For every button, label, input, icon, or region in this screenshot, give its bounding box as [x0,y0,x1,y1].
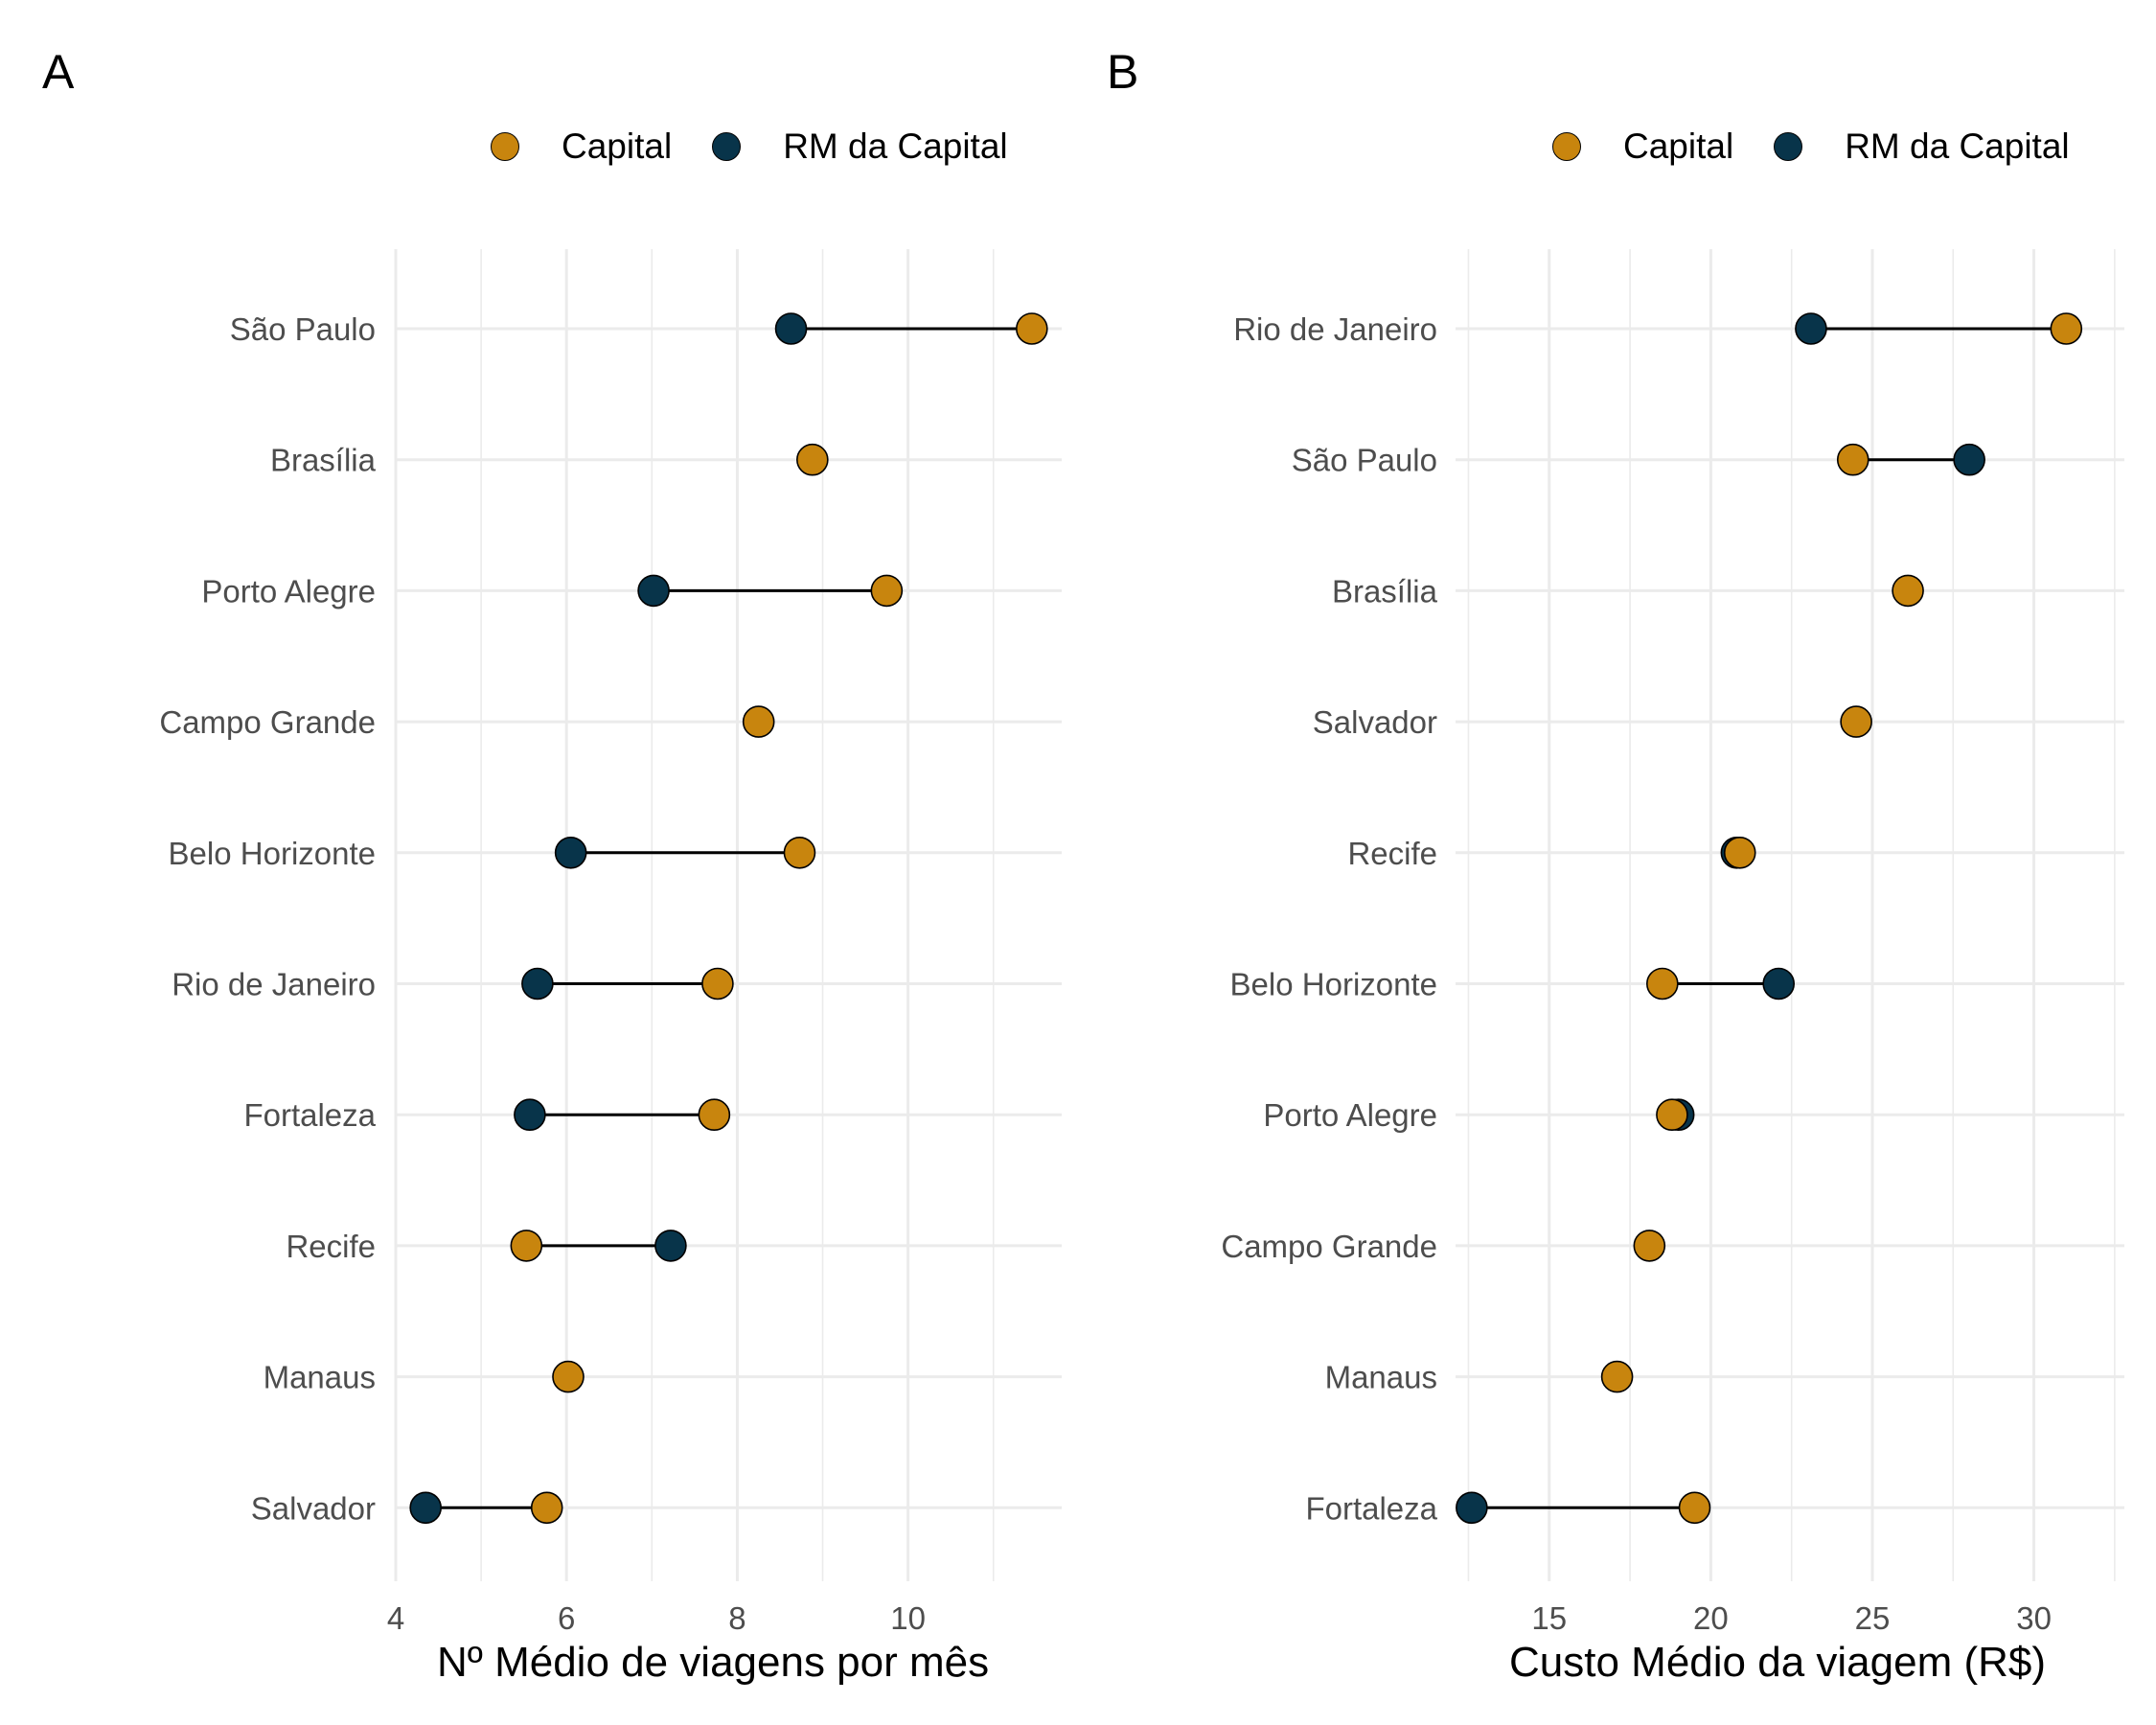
data-point [1646,967,1679,1000]
legend-capital-label: Capital [1623,126,1734,166]
data-point [783,836,816,869]
gridlines [394,249,1062,1581]
data-point [774,312,808,345]
data-point [554,836,587,869]
data-point [1795,312,1827,345]
y-tick-label: Salvador [251,1490,376,1526]
plot-area: 4 6 8 10 São Paulo Brasília Porto Alegre Campo … [159,249,1062,1636]
panel-label: B [1107,45,1139,99]
data-point [1633,1230,1666,1262]
y-tick-label: Campo Grande [1221,1229,1437,1264]
data-point [2050,312,2083,345]
y-tick-label: Salvador [1313,704,1437,740]
y-tick-label: São Paulo [230,311,376,347]
x-tick-label: 6 [558,1600,575,1636]
legend-rm-swatch [1774,132,1803,161]
y-tick-label: Manaus [1325,1360,1437,1395]
panel-b: B Capital RM da Capital 15 20 25 30 Rio de J… [1078,0,2156,1725]
y-tick-label: Rio de Janeiro [1233,311,1437,347]
x-tick-label: 8 [728,1600,745,1636]
data-point [1600,1360,1634,1393]
x-tick-label: 4 [387,1600,404,1636]
data-point [654,1230,687,1262]
legend-capital-swatch [1552,132,1581,161]
data-point [409,1491,442,1525]
legend-rm-swatch [712,132,742,161]
y-tick-label: Manaus [264,1360,376,1395]
y-tick-label: Brasília [1332,573,1438,609]
x-tick-label: 15 [1531,1600,1567,1636]
y-tick-label: Porto Alegre [1263,1097,1437,1133]
legend-item-rm: RM da Capital [1774,126,2070,167]
panel-a: A Capital RM da Capital 4 6 8 10 São Paulo Br… [42,45,1062,1686]
data-point [701,967,734,1000]
legend-capital-label: Capital [562,126,673,166]
data-point [796,443,829,476]
data-point [1836,443,1869,476]
y-tick-label: Fortaleza [243,1097,376,1133]
data-point [637,574,670,608]
panel-label: A [42,45,75,99]
data-point [1840,705,1872,738]
y-tick-label: Campo Grande [159,704,376,740]
x-tick-label: 25 [1855,1600,1891,1636]
y-tick-label: São Paulo [1292,443,1437,478]
data-point [1016,312,1048,345]
y-tick-label: Rio de Janeiro [172,967,376,1002]
data-point [1953,443,1985,476]
x-axis-title: Custo Médio da viagem (R$) [1509,1639,2047,1686]
y-tick-label: Fortaleza [1305,1490,1437,1526]
legend-capital-swatch [491,132,519,161]
data-point [698,1098,731,1131]
legend-item-capital: Capital [491,126,672,167]
x-tick-label: 20 [1693,1600,1729,1636]
legend-item-capital: Capital [1552,126,1733,167]
data-point [742,705,775,738]
legend-rm-label: RM da Capital [783,126,1008,166]
gridlines [1456,249,2124,1581]
data-point [1723,836,1756,869]
y-tick-label: Recife [286,1229,376,1264]
y-tick-label: Belo Horizonte [169,836,376,871]
data-point [552,1360,585,1393]
data-point [1892,574,1924,608]
data-point [870,574,904,608]
data-point [530,1491,563,1525]
y-tick-label: Brasília [270,443,377,478]
x-tick-label: 10 [890,1600,926,1636]
y-tick-label: Porto Alegre [201,573,376,609]
plot-area: 15 20 25 30 Rio de Janeiro São Paulo Brasília S… [1221,249,2124,1636]
y-tick-label: Belo Horizonte [1230,967,1437,1002]
data-point [521,967,554,1000]
x-tick-label: 30 [2016,1600,2052,1636]
legend: Capital RM da Capital [491,126,1048,167]
legend: Capital RM da Capital [1552,126,2110,167]
x-axis-title: Nº Médio de viagens por mês [437,1639,990,1686]
data-point [1678,1491,1711,1525]
legend-item-rm: RM da Capital [712,126,1008,167]
data-point [510,1230,543,1262]
data-point [1456,1491,1488,1525]
data-point [514,1098,546,1131]
legend-rm-label: RM da Capital [1845,126,2070,166]
data-point [1762,967,1795,1000]
data-point [1656,1098,1688,1131]
y-tick-label: Recife [1347,836,1437,871]
